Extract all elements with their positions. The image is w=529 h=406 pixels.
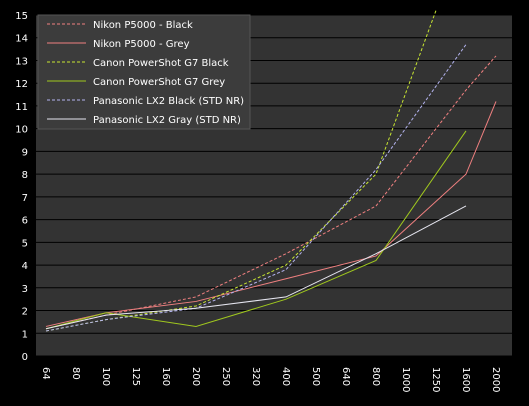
series-line: [45, 44, 467, 332]
y-tick-label: 12: [15, 79, 28, 90]
y-tick-label: 11: [15, 102, 28, 113]
y-tick-label: 10: [15, 125, 28, 136]
legend-entry: Canon PowerShot G7 Grey: [93, 77, 225, 88]
legend-entry: Canon PowerShot G7 Black: [93, 58, 229, 69]
series-line: [45, 130, 467, 330]
y-tick-label: 15: [15, 11, 28, 22]
legend-entry: Panasonic LX2 Black (STD NR): [93, 96, 244, 107]
x-tick-label: 400: [280, 367, 291, 386]
x-tick-label: 320: [250, 367, 261, 386]
x-tick-label: 1250: [430, 367, 441, 392]
y-tick-label: 7: [22, 193, 28, 204]
y-tick-label: 0: [22, 352, 28, 363]
x-tick-label: 800: [370, 367, 381, 386]
y-tick-label: 1: [22, 329, 28, 340]
x-tick-label: 80: [70, 367, 81, 380]
x-tick-label: 160: [160, 367, 171, 386]
y-tick-label: 5: [22, 238, 28, 249]
x-tick-label: 64: [40, 367, 51, 380]
legend-box: [37, 14, 251, 130]
legend: Nikon P5000 - Black Nikon P5000 - Grey Can…: [37, 14, 251, 130]
y-tick-label: 6: [22, 216, 28, 227]
x-tick-label: 640: [340, 367, 351, 386]
series-lines: [45, 10, 497, 332]
x-tick-label: 100: [100, 367, 111, 386]
x-tick-label: 500: [310, 367, 321, 386]
y-tick-label: 14: [15, 34, 28, 45]
legend-entry: Panasonic LX2 Gray (STD NR): [93, 115, 241, 126]
legend-entry: Nikon P5000 - Black: [93, 20, 193, 31]
series-line: [45, 205, 467, 330]
x-tick-label: 125: [130, 367, 141, 386]
x-tick-label: 1000: [400, 367, 411, 392]
x-tick-label: 250: [220, 367, 231, 386]
y-tick-label: 13: [15, 56, 28, 67]
y-tick-label: 4: [22, 261, 28, 272]
y-tick-label: 2: [22, 307, 28, 318]
y-tick-label: 8: [22, 170, 28, 181]
x-tick-label: 2000: [490, 367, 501, 392]
y-tick-label: 3: [22, 284, 28, 295]
x-tick-label: 200: [190, 367, 201, 386]
legend-entry: Nikon P5000 - Grey: [93, 39, 190, 50]
x-axis-ticks: 64 80 100 125 160 200 250 320 400 500 640 800 1000 12…: [40, 367, 501, 392]
grid-lines: [36, 14, 512, 357]
x-tick-label: 1600: [460, 367, 471, 392]
y-tick-label: 9: [22, 147, 28, 158]
